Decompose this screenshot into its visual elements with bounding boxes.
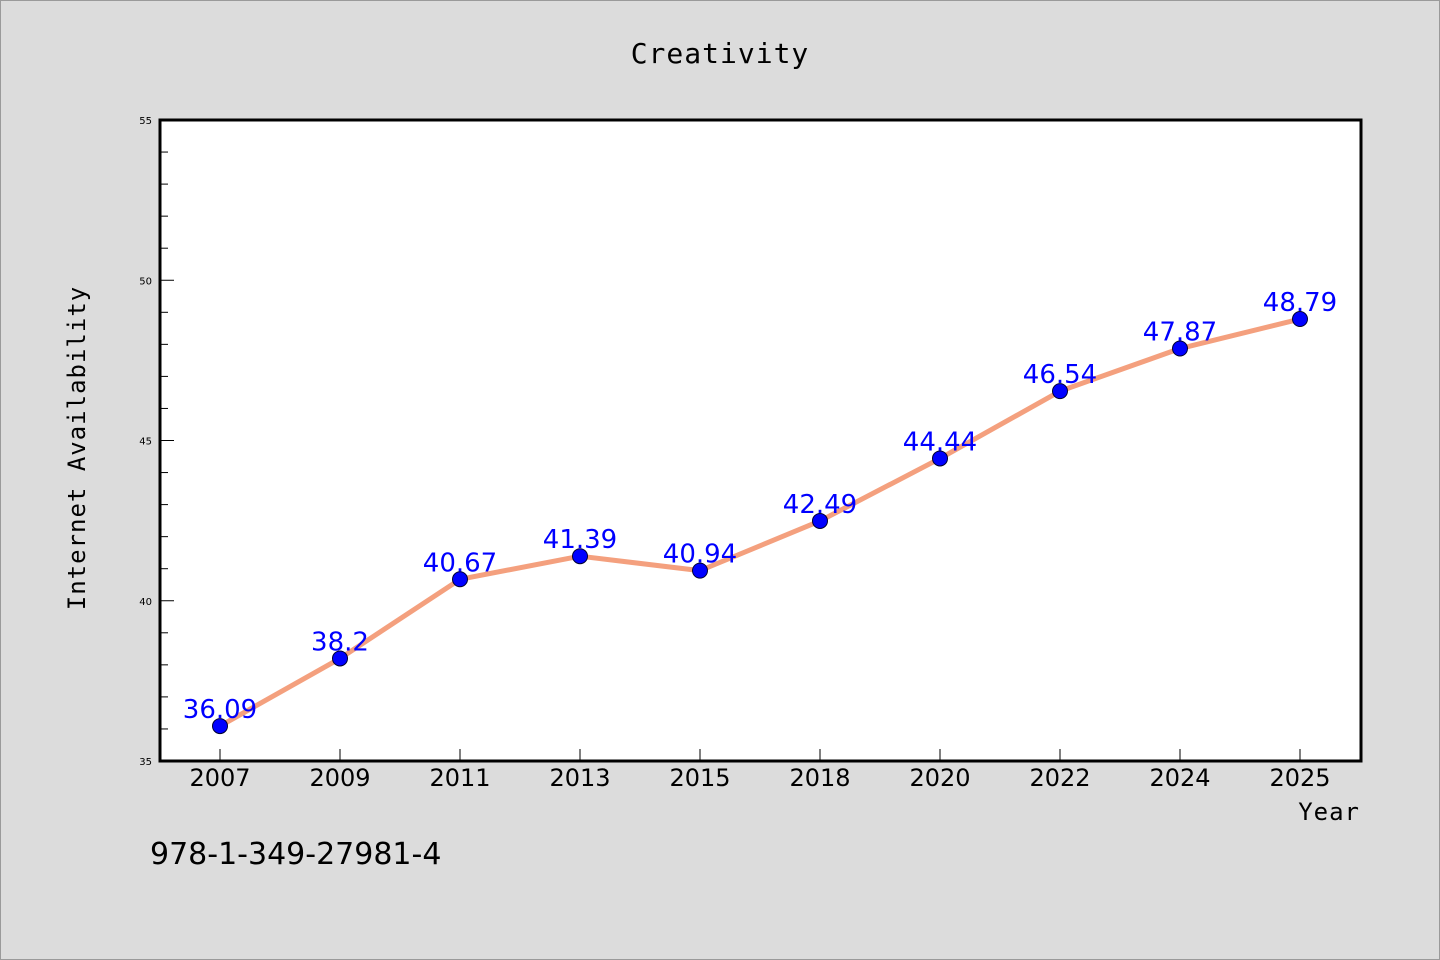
x-tick-label: 2022: [1029, 764, 1090, 792]
y-tick-label: 40: [139, 597, 152, 608]
data-point: [212, 718, 228, 735]
data-label: 40.94: [663, 540, 737, 570]
x-axis-ticks: 2007 2009 2011 2013 2015 2018 2020 2022 2024 2025: [189, 749, 1331, 792]
y-tick-label: 50: [139, 276, 152, 287]
y-axis-label: Internet Availability: [63, 286, 91, 610]
x-tick-label: 2009: [309, 764, 370, 792]
data-point: [572, 548, 588, 565]
data-label: 47.87: [1143, 318, 1217, 348]
data-label: 44.44: [903, 427, 977, 457]
data-point: [812, 512, 828, 529]
y-axis-ticks: 35 40 45 50 55: [139, 116, 174, 768]
x-tick-label: 2011: [429, 764, 490, 792]
x-tick-label: 2020: [909, 764, 970, 792]
data-label: 40.67: [423, 548, 497, 578]
data-markers: [212, 311, 1308, 735]
data-label: 38.2: [311, 627, 369, 657]
chart-title: Creativity: [631, 37, 810, 70]
x-axis-label: Year: [1298, 798, 1360, 826]
data-label: 36.09: [183, 695, 257, 725]
x-tick-label: 2025: [1269, 764, 1330, 792]
data-label: 46.54: [1023, 360, 1097, 390]
data-point: [1052, 383, 1068, 400]
footer-isbn: 978-1-349-27981-4: [150, 837, 441, 872]
data-label: 48.79: [1263, 288, 1337, 318]
y-tick-label: 35: [139, 757, 152, 768]
x-tick-label: 2024: [1149, 764, 1210, 792]
x-tick-label: 2007: [189, 764, 250, 792]
data-point: [692, 562, 708, 579]
plot-area: [158, 118, 1363, 763]
x-tick-label: 2013: [549, 764, 610, 792]
data-labels: 36.09 38.2 40.67 41.39 40.94 42.49 44.44 46.54 4…: [183, 288, 1337, 725]
data-label: 42.49: [783, 490, 857, 520]
data-point: [452, 571, 468, 588]
data-label: 41.39: [543, 525, 617, 555]
data-point: [1172, 340, 1188, 357]
data-point: [932, 450, 948, 467]
data-point: [1292, 311, 1308, 328]
x-tick-label: 2018: [789, 764, 850, 792]
series-line: [217, 316, 1303, 729]
x-tick-label: 2015: [669, 764, 730, 792]
y-tick-label: 45: [139, 437, 152, 448]
y-tick-label: 55: [139, 116, 152, 127]
data-point: [332, 650, 348, 667]
